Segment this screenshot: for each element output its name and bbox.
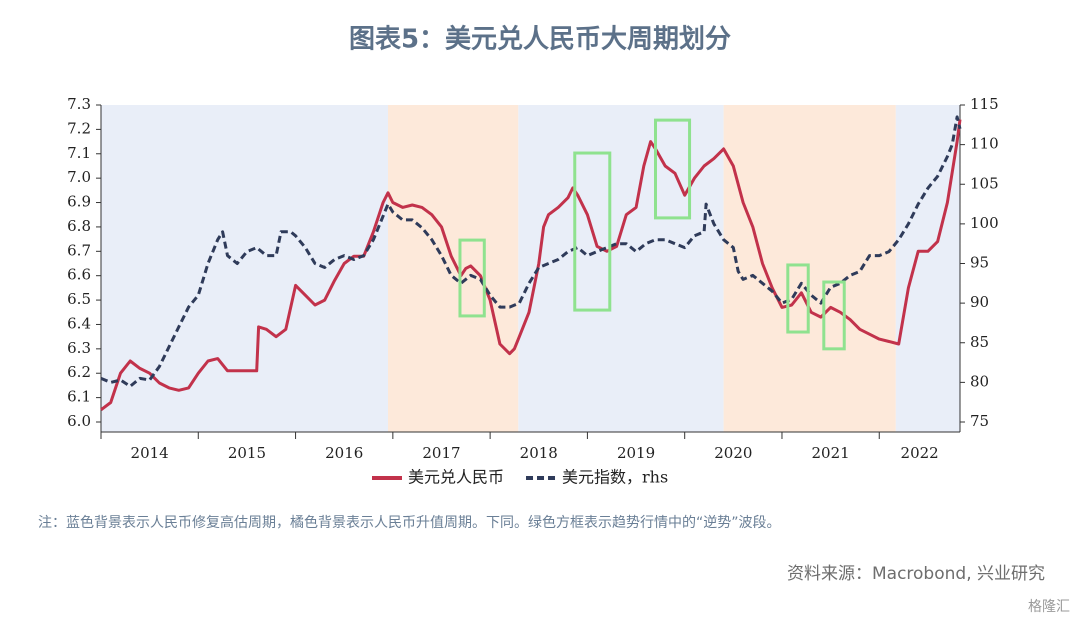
highlight-box bbox=[458, 238, 486, 318]
y-tick-label: 6.7 bbox=[67, 241, 91, 259]
y-tick-label: 7.0 bbox=[67, 168, 91, 186]
y2-tick-label: 115 bbox=[970, 95, 999, 113]
highlight-box bbox=[822, 280, 846, 351]
x-tick-label: 2015 bbox=[228, 444, 266, 462]
backgrounds bbox=[101, 105, 960, 432]
background-band bbox=[101, 105, 388, 432]
x-tick-label: 2018 bbox=[520, 444, 558, 462]
y-tick-label: 6.5 bbox=[67, 290, 91, 308]
y2-tick-label: 80 bbox=[970, 372, 989, 390]
series-line bbox=[100, 119, 962, 411]
background-band bbox=[895, 105, 960, 432]
y-tick-label: 6.2 bbox=[67, 363, 91, 381]
x-tick-label: 2016 bbox=[325, 444, 363, 462]
y-tick-label: 7.1 bbox=[67, 144, 91, 162]
note: 注：蓝色背景表示人民币修复高估周期，橘色背景表示人民币升值周期。下同。绿色方框表… bbox=[38, 514, 781, 531]
series-line bbox=[100, 115, 962, 388]
y2-tick-label: 75 bbox=[970, 412, 989, 430]
y2-tick-label: 95 bbox=[970, 254, 989, 272]
y-tick-label: 6.4 bbox=[67, 314, 91, 332]
legend-label: 美元指数，rhs bbox=[562, 468, 668, 487]
legend-label: 美元兑人民币 bbox=[408, 468, 504, 487]
y-tick-label: 6.9 bbox=[67, 193, 91, 211]
highlight-box bbox=[654, 118, 692, 220]
y-tick-label: 6.1 bbox=[67, 388, 91, 406]
y2-tick-label: 100 bbox=[970, 214, 999, 232]
y2-tick-label: 110 bbox=[970, 135, 999, 153]
background-band bbox=[518, 105, 724, 432]
background-band bbox=[387, 105, 519, 432]
y2-tick-label: 85 bbox=[970, 333, 989, 351]
x-tick-label: 2022 bbox=[901, 444, 939, 462]
y2-tick-label: 105 bbox=[970, 174, 999, 192]
chart-title: 图表5：美元兑人民币大周期划分 bbox=[349, 24, 731, 55]
x-tick-label: 2019 bbox=[617, 444, 655, 462]
x-tick-label: 2021 bbox=[812, 444, 850, 462]
highlight-box bbox=[786, 263, 810, 334]
x-tick-label: 2017 bbox=[422, 444, 460, 462]
y-tick-label: 6.0 bbox=[67, 412, 91, 430]
y-tick-label: 6.8 bbox=[67, 217, 91, 235]
watermark: 格隆汇 bbox=[1028, 599, 1070, 615]
x-tick-label: 2020 bbox=[714, 444, 752, 462]
highlight-box bbox=[573, 151, 612, 312]
x-tick-label: 2014 bbox=[131, 444, 169, 462]
y-tick-label: 6.6 bbox=[67, 266, 91, 284]
y-tick-label: 7.3 bbox=[67, 95, 91, 113]
y-tick-label: 6.3 bbox=[67, 339, 91, 357]
y-tick-label: 7.2 bbox=[67, 119, 91, 137]
y2-tick-label: 90 bbox=[970, 293, 989, 311]
source: 资料来源：Macrobond, 兴业研究 bbox=[787, 564, 1045, 584]
